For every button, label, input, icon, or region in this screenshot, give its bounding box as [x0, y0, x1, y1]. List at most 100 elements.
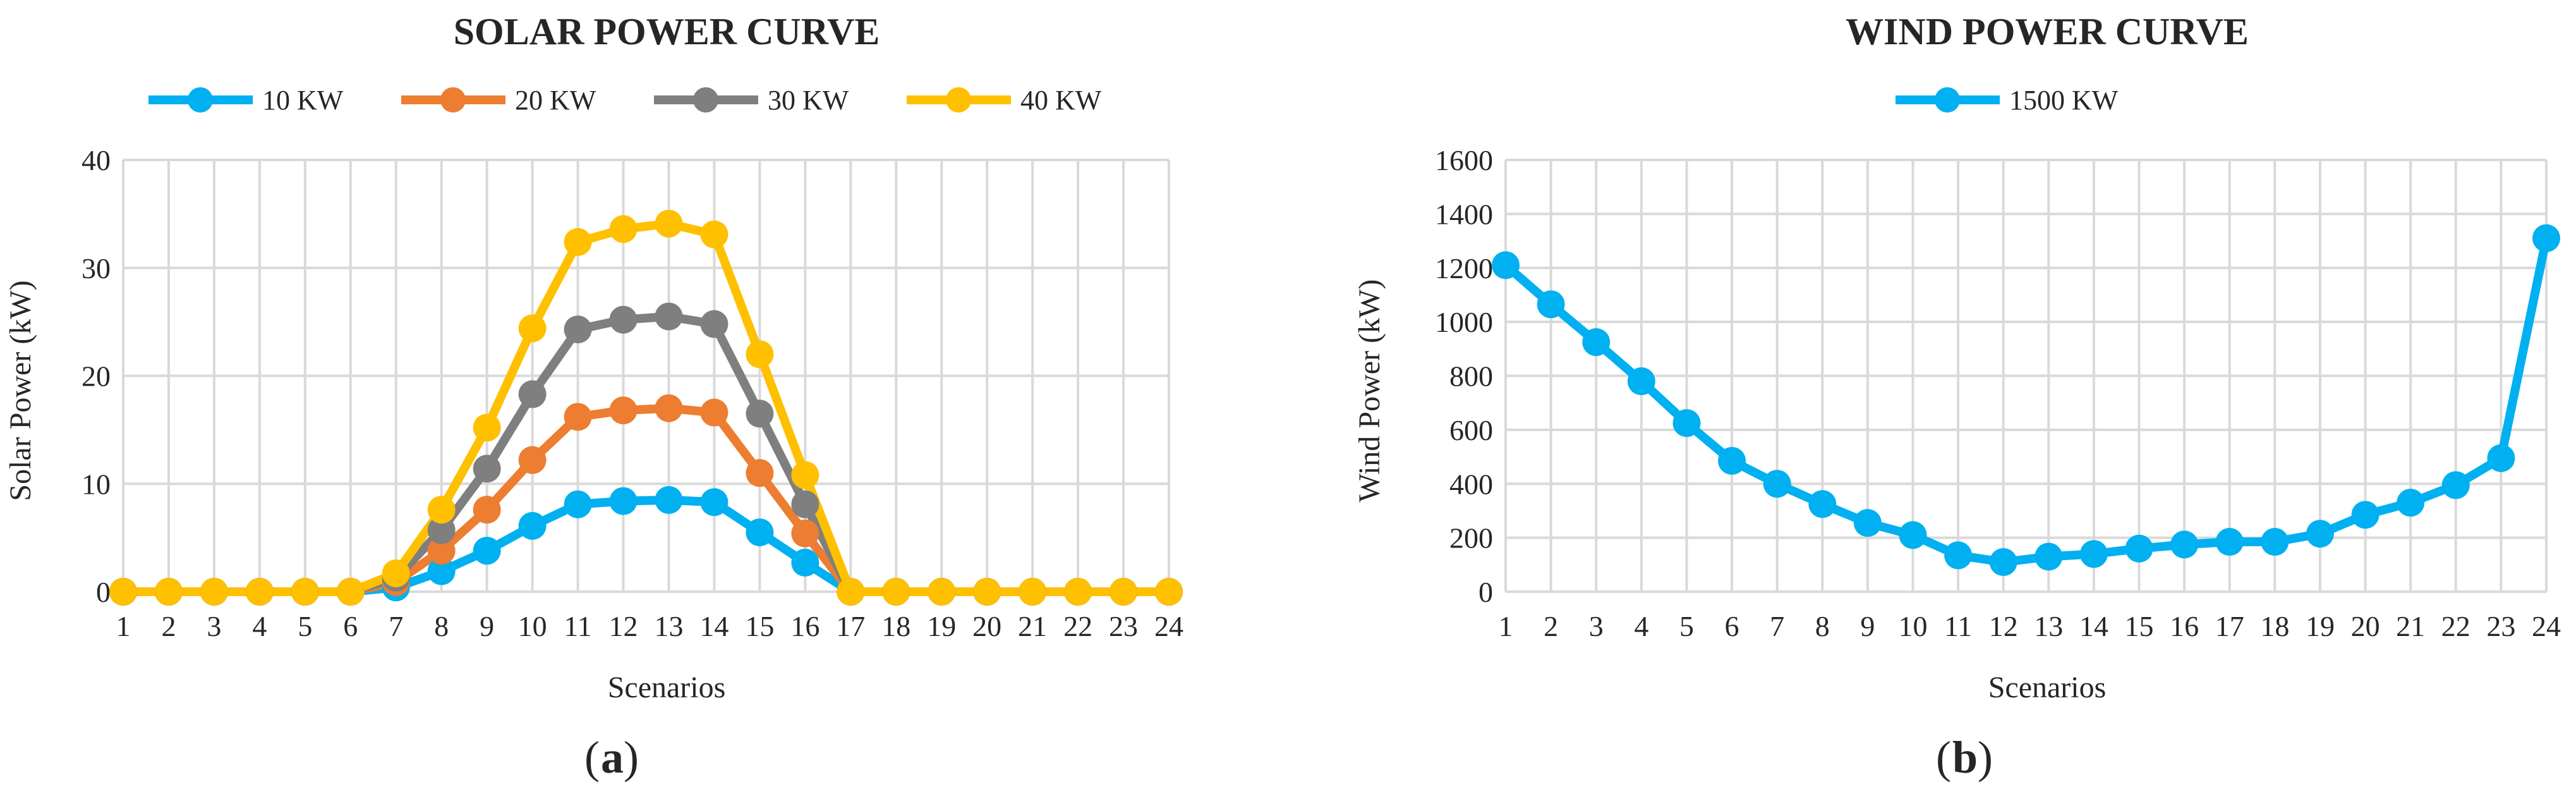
- wind-y-tick-label: 0: [1478, 576, 1493, 608]
- solar-x-tick-label: 14: [699, 610, 729, 642]
- solar-x-tick-label: 3: [207, 610, 221, 642]
- solar-legend-swatch-marker: [693, 87, 718, 113]
- wind-legend-label: 1500 KW: [2009, 85, 2119, 116]
- solar-data-point: [700, 398, 729, 427]
- solar-data-point: [154, 578, 183, 606]
- solar-legend: 10 KW 20 KW 30 KW 40 KW: [148, 85, 1102, 116]
- solar-series-2: [123, 312, 1169, 596]
- solar-data-point: [473, 496, 501, 524]
- solar-data-point: [518, 314, 547, 343]
- solar-chart-title: SOLAR POWER CURVE: [454, 11, 880, 52]
- solar-data-point: [1064, 578, 1092, 606]
- solar-data-point: [928, 578, 956, 606]
- wind-series-0-markers: [1492, 224, 2560, 577]
- wind-x-tick-label: 8: [1815, 610, 1830, 642]
- solar-x-tick-label: 18: [881, 610, 910, 642]
- solar-data-point: [791, 519, 819, 547]
- solar-series-0: [123, 495, 1169, 596]
- wind-data-point: [1537, 290, 1565, 319]
- wind-data-point: [1718, 446, 1746, 475]
- wind-x-tick-label: 9: [1860, 610, 1875, 642]
- solar-data-point: [655, 302, 683, 331]
- wind-x-tick-label: 16: [2170, 610, 2199, 642]
- solar-x-tick-label: 6: [343, 610, 358, 642]
- wind-data-point: [2441, 471, 2470, 499]
- solar-panel-label: a: [601, 732, 624, 783]
- solar-legend-item: 30 KW: [654, 85, 849, 116]
- wind-data-point: [1492, 251, 1520, 279]
- wind-x-tick-label: 19: [2306, 610, 2335, 642]
- wind-x-tick-label: 20: [2351, 610, 2380, 642]
- solar-data-point: [200, 578, 228, 606]
- solar-data-point: [973, 578, 1001, 606]
- wind-panel-label: b: [1952, 732, 1978, 783]
- wind-chart-title: WIND POWER CURVE: [1846, 11, 2249, 52]
- wind-y-tick-label: 1400: [1435, 198, 1493, 230]
- solar-data-point: [609, 305, 638, 334]
- wind-x-tick-label: 23: [2486, 610, 2515, 642]
- solar-x-tick-label: 9: [480, 610, 494, 642]
- solar-data-point: [609, 396, 638, 425]
- wind-x-tick-label: 11: [1944, 610, 1972, 642]
- solar-data-point: [518, 380, 547, 408]
- solar-series-line: [123, 312, 1169, 596]
- wind-data-point: [2079, 540, 2108, 568]
- solar-data-point: [791, 490, 819, 518]
- solar-x-tick-label: 24: [1154, 610, 1183, 642]
- wind-y-tick-label: 400: [1449, 468, 1493, 500]
- solar-data-point: [837, 578, 865, 606]
- solar-data-point: [564, 403, 592, 431]
- solar-data-point: [245, 578, 274, 606]
- solar-series-2-markers: [109, 302, 1183, 606]
- wind-x-tick-label: 15: [2125, 610, 2154, 642]
- wind-data-point: [1582, 328, 1611, 357]
- wind-data-point: [2397, 489, 2425, 517]
- solar-legend-item: 10 KW: [148, 85, 344, 116]
- solar-legend-item: 20 KW: [401, 85, 596, 116]
- solar-x-tick-label: 1: [116, 610, 131, 642]
- wind-y-axis-label: Wind Power (kW): [1353, 279, 1386, 503]
- solar-x-tick-label: 10: [518, 610, 547, 642]
- solar-x-axis-label: Scenarios: [608, 671, 726, 704]
- wind-data-point: [2125, 534, 2153, 563]
- solar-data-point: [109, 578, 137, 606]
- wind-x-tick-label: 5: [1679, 610, 1694, 642]
- solar-data-point: [382, 559, 410, 587]
- wind-y-tick-label: 600: [1449, 414, 1493, 446]
- wind-data-point: [2261, 528, 2289, 556]
- wind-x-tick-label: 7: [1770, 610, 1784, 642]
- wind-panel-label-open: (: [1936, 732, 1951, 783]
- solar-x-tick-label: 4: [252, 610, 267, 642]
- wind-y-tick-label: 1000: [1435, 306, 1493, 338]
- solar-data-point: [700, 488, 729, 517]
- wind-data-point: [2035, 542, 2063, 571]
- wind-x-axis-label: Scenarios: [1988, 671, 2107, 704]
- solar-data-point: [427, 537, 456, 565]
- wind-x-tick-label: 2: [1544, 610, 1558, 642]
- solar-data-point: [791, 461, 819, 489]
- solar-legend-swatch-marker: [946, 87, 971, 113]
- solar-data-point: [1155, 578, 1183, 606]
- solar-x-tick-label: 23: [1109, 610, 1138, 642]
- solar-data-point: [609, 487, 638, 515]
- solar-y-tick-label: 30: [82, 252, 111, 284]
- wind-y-tick-label: 1200: [1435, 252, 1493, 284]
- wind-y-tick-label: 200: [1449, 522, 1493, 554]
- wind-series-line: [1503, 237, 2551, 566]
- solar-x-tick-label: 2: [161, 610, 176, 642]
- solar-data-point: [655, 394, 683, 422]
- wind-data-point: [2215, 528, 2244, 556]
- wind-x-tick-label: 17: [2215, 610, 2244, 642]
- solar-data-point: [564, 490, 592, 518]
- solar-series-line: [123, 495, 1169, 596]
- wind-x-tick-label: 21: [2396, 610, 2425, 642]
- wind-series-0: [1503, 237, 2551, 566]
- solar-x-tick-label: 13: [654, 610, 683, 642]
- solar-data-point: [700, 310, 729, 338]
- solar-x-tick-label: 15: [745, 610, 774, 642]
- wind-data-point: [1899, 521, 1927, 549]
- solar-data-point: [564, 228, 592, 256]
- solar-data-point: [1019, 578, 1047, 606]
